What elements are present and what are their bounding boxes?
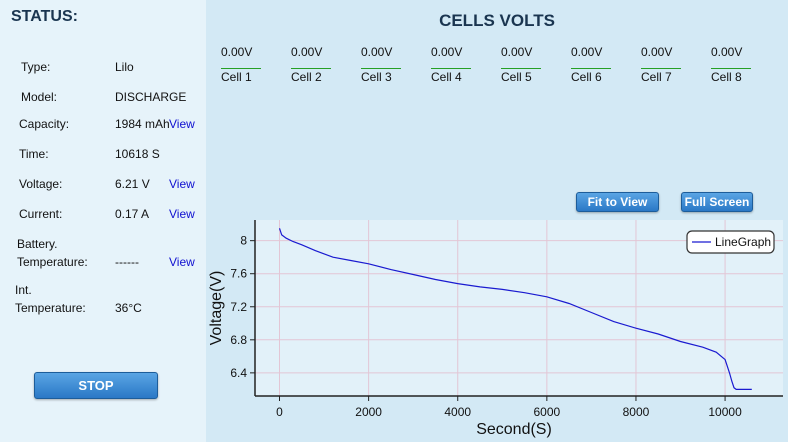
y-axis-label: Voltage(V) (208, 271, 225, 346)
model-label: Model: (21, 90, 58, 104)
series-line-0 (278, 228, 752, 390)
cell-4-underline (431, 68, 471, 69)
y-tick-label-1: 6.8 (230, 333, 247, 347)
cell-8-name: Cell 8 (711, 70, 742, 84)
x-tick-label-4: 8000 (623, 405, 650, 419)
int-temp-label-1: Int. (15, 283, 32, 297)
y-tick-label-4: 8 (240, 234, 247, 248)
cell-3-name: Cell 3 (361, 70, 392, 84)
battery-temp-value: ------ (115, 255, 139, 269)
cell-8-value: 0.00V (711, 45, 743, 59)
cell-7-underline (641, 68, 681, 69)
cell-3-value: 0.00V (361, 45, 393, 59)
y-tick-label-3: 7.6 (230, 267, 247, 281)
time-value: 10618 S (115, 147, 160, 161)
legend-label: LineGraph (715, 235, 771, 249)
cells-volts-title: CELLS VOLTS (439, 11, 555, 30)
battery-temp-view-link[interactable]: View (169, 255, 195, 269)
cell-1-value: 0.00V (221, 45, 253, 59)
cell-5-name: Cell 5 (501, 70, 532, 84)
cell-6-underline (571, 68, 611, 69)
x-tick-label-1: 2000 (355, 405, 382, 419)
cell-2-underline (291, 68, 331, 69)
battery-temp-label-1: Battery. (17, 237, 58, 251)
capacity-label: Capacity: (19, 117, 70, 131)
status-panel: STATUS: Type: Lilo Model: DISCHARGE Capa… (0, 0, 206, 442)
battery-temp-label-2: Temperature: (17, 255, 88, 269)
fit-to-view-button[interactable]: Fit to View (576, 192, 659, 212)
full-screen-button[interactable]: Full Screen (681, 192, 753, 212)
cell-6-value: 0.00V (571, 45, 603, 59)
cell-5-underline (501, 68, 541, 69)
cell-1-name: Cell 1 (221, 70, 252, 84)
cell-3-underline (361, 68, 401, 69)
cell-7-name: Cell 7 (641, 70, 672, 84)
type-label: Type: (21, 60, 51, 74)
cell-4-name: Cell 4 (431, 70, 462, 84)
model-value: DISCHARGE (115, 90, 187, 104)
x-axis-label: Second(S) (476, 421, 552, 438)
type-value: Lilo (115, 60, 134, 74)
current-label: Current: (19, 207, 63, 221)
legend-box (686, 230, 775, 254)
voltage-label: Voltage: (19, 177, 63, 191)
cell-8-underline (711, 68, 751, 69)
cell-5-value: 0.00V (501, 45, 533, 59)
x-tick-label-2: 4000 (444, 405, 471, 419)
current-view-link[interactable]: View (169, 207, 195, 221)
y-tick-label-0: 6.4 (230, 366, 247, 380)
time-label: Time: (19, 147, 49, 161)
status-title: STATUS: (11, 8, 78, 25)
int-temp-value: 36°C (115, 301, 142, 315)
cell-6-name: Cell 6 (571, 70, 602, 84)
cell-2-name: Cell 2 (291, 70, 322, 84)
cell-4-value: 0.00V (431, 45, 463, 59)
voltage-value: 6.21 V (115, 177, 150, 191)
voltage-view-link[interactable]: View (169, 177, 195, 191)
cell-2-value: 0.00V (291, 45, 323, 59)
current-value: 0.17 A (115, 207, 150, 221)
capacity-view-link[interactable]: View (169, 117, 195, 131)
x-tick-label-5: 10000 (708, 405, 742, 419)
x-tick-label-3: 6000 (533, 405, 560, 419)
y-tick-label-2: 7.2 (230, 300, 247, 314)
cell-1-underline (221, 68, 261, 69)
stop-button[interactable]: STOP (34, 372, 158, 399)
int-temp-label-2: Temperature: (15, 301, 86, 315)
cell-7-value: 0.00V (641, 45, 673, 59)
x-tick-label-0: 0 (276, 405, 283, 419)
capacity-value: 1984 mAh (115, 117, 170, 131)
